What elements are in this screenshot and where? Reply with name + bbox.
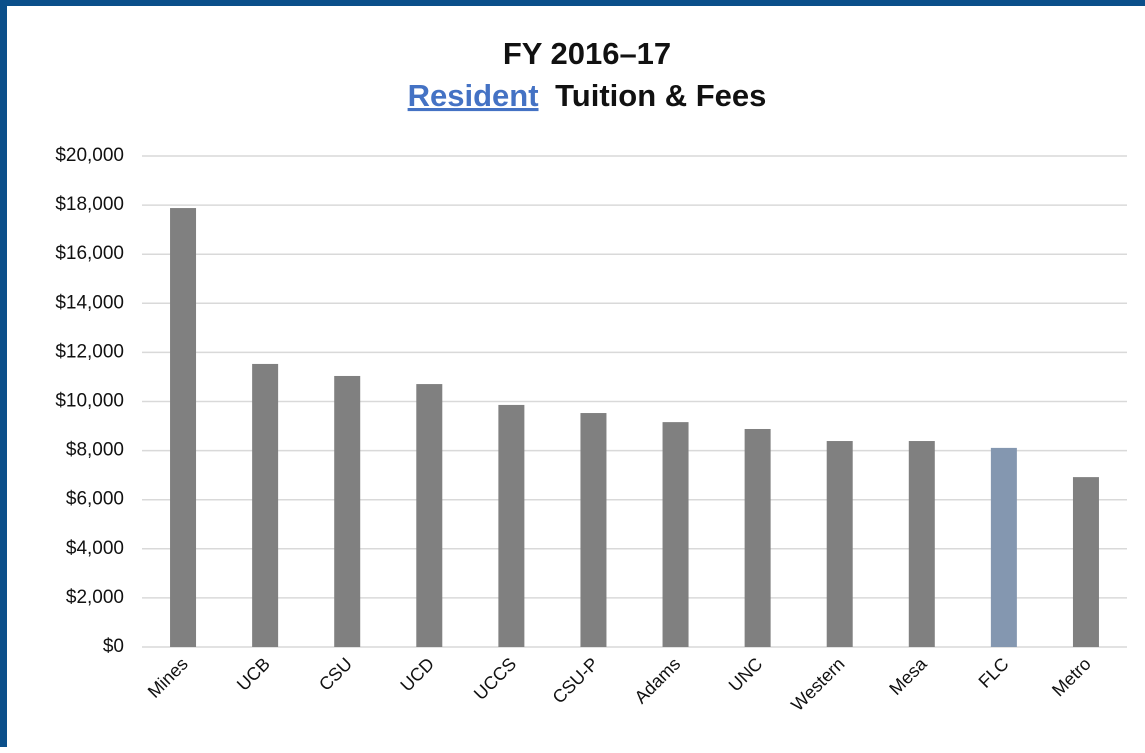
x-tick-label: UCD <box>396 654 438 696</box>
y-tick-label: $6,000 <box>66 489 124 510</box>
y-tick-label: $0 <box>103 636 124 657</box>
subtitle-rest: Tuition & Fees <box>555 78 766 113</box>
bar <box>252 363 279 647</box>
bar <box>170 208 197 647</box>
bar <box>662 422 689 647</box>
bar <box>580 413 607 647</box>
y-tick-label: $14,000 <box>55 292 124 313</box>
bar <box>498 404 525 647</box>
y-tick-label: $4,000 <box>66 538 124 559</box>
x-tick-label: UNC <box>725 654 767 696</box>
y-tick-label: $16,000 <box>55 243 124 264</box>
x-tick-label: Western <box>787 654 848 715</box>
x-tick-label: CSU-P <box>549 654 603 708</box>
x-tick-label: CSU <box>315 654 356 695</box>
x-tick-label: UCCS <box>470 654 520 704</box>
x-tick-label: Adams <box>631 654 685 708</box>
y-tick-label: $2,000 <box>66 587 124 608</box>
y-tick-label: $18,000 <box>55 194 124 215</box>
chart: FY 2016–17 Resident Tuition & Fees $0 $2,… <box>55 36 1127 715</box>
bar <box>1072 477 1099 647</box>
bar <box>990 447 1017 647</box>
x-tick-label: FLC <box>975 654 1013 692</box>
x-tick-label: UCB <box>233 654 274 695</box>
x-tick-label: Mines <box>144 654 192 702</box>
bar <box>334 375 361 647</box>
chart-subtitle: Resident Tuition & Fees <box>408 78 767 113</box>
y-tick-label: $10,000 <box>55 391 124 412</box>
bar <box>908 441 935 647</box>
subtitle-highlight: Resident <box>408 78 539 113</box>
bar <box>826 441 853 647</box>
y-tick-label: $12,000 <box>55 341 124 362</box>
x-tick-label: Mesa <box>885 653 931 699</box>
bar <box>744 428 771 647</box>
chart-title: FY 2016–17 <box>503 36 671 71</box>
y-tick-label: $8,000 <box>66 440 124 461</box>
bar <box>416 384 443 647</box>
y-tick-label: $20,000 <box>55 145 124 166</box>
x-tick-label: Metro <box>1048 654 1095 701</box>
